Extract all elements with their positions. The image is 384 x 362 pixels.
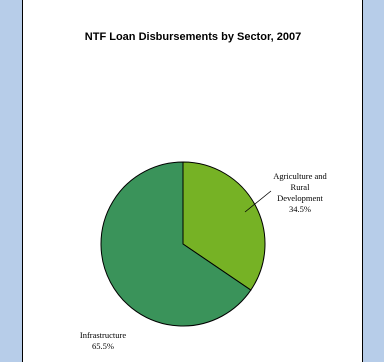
pie-slice-infrastructure: [100, 161, 252, 327]
leader-line: [244, 190, 272, 213]
slice-name-label: Infrastructure: [80, 330, 126, 340]
slice-value-label: 65.5%: [92, 341, 114, 351]
pie-chart: NTF Loan Disbursements by Sector, 2007 A…: [80, 31, 328, 351]
slice-name-label: Rural: [291, 182, 311, 192]
pie-slice-agriculture: [182, 161, 266, 291]
slice-name-label: Development: [277, 193, 323, 203]
chart-frame: NTF Loan Disbursements by Sector, 2007 A…: [22, 0, 363, 362]
slice-value-label: 34.5%: [289, 204, 311, 214]
slice-name-label: Agriculture and: [273, 171, 327, 181]
pie-slices: [100, 161, 266, 327]
chart-title: NTF Loan Disbursements by Sector, 2007: [85, 31, 301, 43]
